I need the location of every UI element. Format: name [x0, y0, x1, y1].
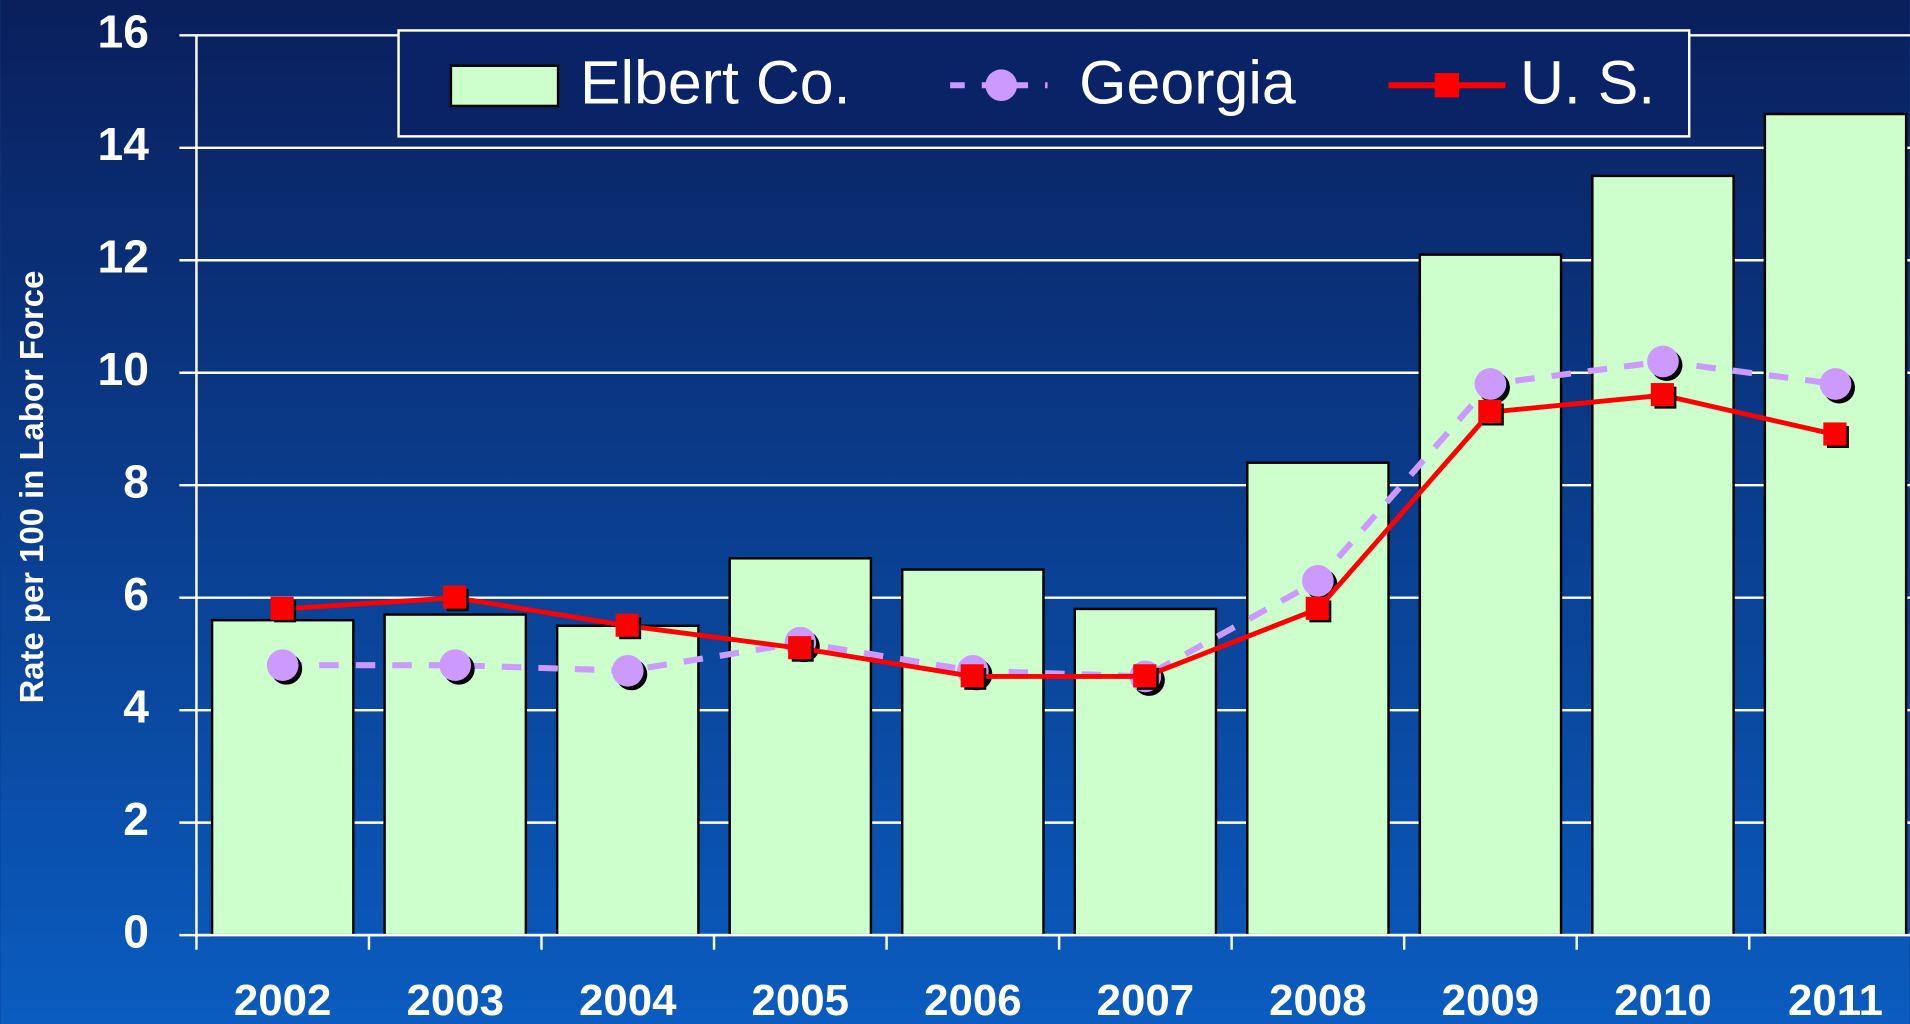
y-tick-label: 14 — [97, 118, 149, 170]
y-axis-label: Rate per 100 in Labor Force — [13, 271, 50, 704]
marker — [1823, 422, 1847, 446]
x-tick-label: 2003 — [406, 976, 504, 1024]
marker — [1650, 383, 1674, 407]
legend-label: U. S. — [1520, 49, 1655, 117]
marker — [266, 649, 299, 682]
y-tick-label: 6 — [123, 568, 149, 620]
x-tick-label: 2006 — [924, 976, 1022, 1024]
x-tick-label: 2011 — [1788, 976, 1883, 1024]
marker — [615, 613, 639, 637]
x-tick-label: 2009 — [1442, 976, 1540, 1024]
x-tick-label: 2010 — [1614, 976, 1712, 1024]
bar — [1763, 112, 1908, 937]
marker — [439, 649, 472, 682]
y-tick-label: 0 — [123, 905, 149, 957]
series-line — [282, 358, 1836, 680]
marker — [1305, 596, 1329, 620]
marker — [788, 636, 812, 660]
marker — [1474, 368, 1507, 400]
legend-marker — [1434, 73, 1460, 98]
marker — [1302, 564, 1334, 597]
marker — [1819, 368, 1852, 400]
marker — [1478, 399, 1502, 424]
y-tick-label: 12 — [97, 230, 148, 282]
marker — [611, 654, 644, 687]
legend-label: Elbert Co. — [580, 49, 851, 117]
x-tick-label: 2004 — [579, 976, 677, 1024]
marker — [1647, 345, 1679, 378]
marker — [1133, 664, 1157, 688]
legend-swatch — [449, 64, 560, 108]
marker — [960, 664, 984, 688]
x-tick-label: 2007 — [1097, 976, 1195, 1024]
y-tick-label: 2 — [123, 793, 149, 845]
bar — [1418, 253, 1563, 937]
y-tick-label: 16 — [97, 6, 148, 58]
bar — [1246, 461, 1390, 937]
legend-label: Georgia — [1079, 49, 1296, 117]
legend-marker — [985, 69, 1018, 102]
bar — [1591, 174, 1735, 937]
y-tick-label: 10 — [97, 343, 148, 395]
bar — [900, 568, 1045, 937]
marker — [270, 596, 294, 620]
y-tick-label: 4 — [123, 680, 149, 732]
marker — [443, 585, 467, 609]
bar — [728, 557, 873, 937]
series-line — [282, 392, 1837, 679]
x-tick-label: 2005 — [752, 976, 850, 1024]
y-tick-label: 8 — [123, 455, 149, 507]
x-tick-label: 2008 — [1269, 976, 1367, 1024]
x-tick-label: 2002 — [234, 976, 332, 1024]
